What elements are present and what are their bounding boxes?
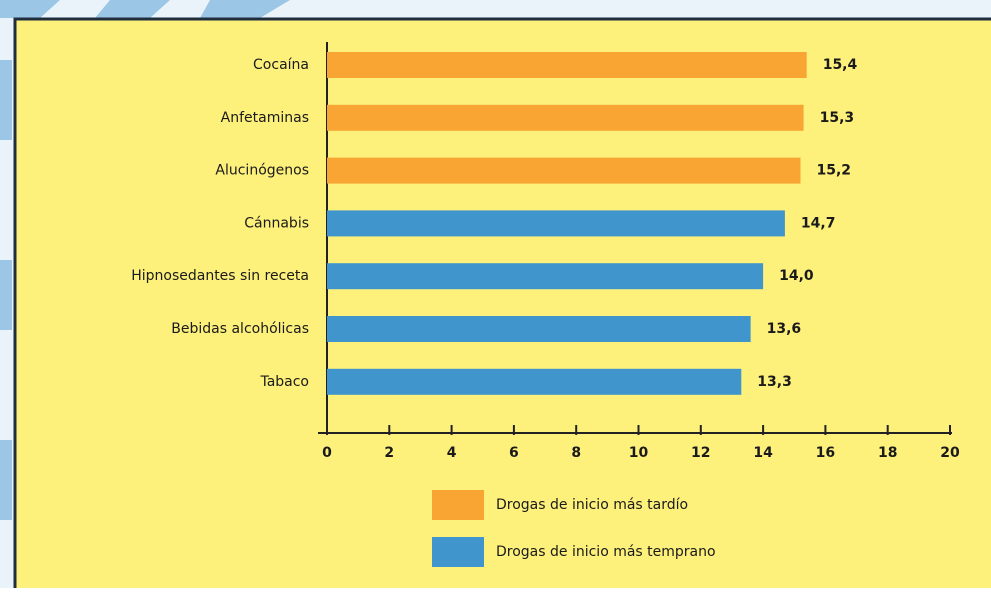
x-tick-label: 6 bbox=[509, 445, 519, 461]
value-label: 13,3 bbox=[757, 374, 792, 390]
bar bbox=[327, 157, 801, 184]
x-tick-label: 8 bbox=[571, 445, 581, 461]
bar bbox=[327, 210, 785, 237]
y-tick-label: Tabaco bbox=[259, 374, 309, 390]
y-tick-label: Alucinógenos bbox=[215, 163, 309, 179]
value-label: 15,4 bbox=[823, 57, 858, 73]
value-label: 14,0 bbox=[779, 268, 814, 284]
bar bbox=[327, 104, 804, 131]
value-label: 15,3 bbox=[820, 110, 855, 126]
y-tick-label: Hipnosedantes sin receta bbox=[131, 268, 309, 284]
bar bbox=[327, 368, 742, 395]
decoration bbox=[0, 0, 290, 18]
y-tick-label: Anfetaminas bbox=[221, 110, 309, 126]
x-tick-label: 18 bbox=[878, 445, 897, 461]
bar bbox=[327, 263, 764, 290]
legend-swatch bbox=[432, 537, 484, 567]
x-tick-label: 14 bbox=[753, 445, 773, 461]
y-tick-label: Bebidas alcohólicas bbox=[171, 321, 309, 337]
value-label: 14,7 bbox=[801, 215, 836, 231]
x-tick-label: 4 bbox=[447, 445, 457, 461]
value-label: 13,6 bbox=[767, 321, 802, 337]
legend-label: Drogas de inicio más temprano bbox=[496, 544, 716, 560]
x-tick-label: 16 bbox=[816, 445, 835, 461]
x-tick-label: 12 bbox=[691, 445, 710, 461]
decoration bbox=[0, 60, 12, 520]
legend-label: Drogas de inicio más tardío bbox=[496, 497, 688, 513]
value-label: 15,2 bbox=[816, 163, 851, 179]
x-tick-label: 0 bbox=[322, 445, 332, 461]
legend-swatch bbox=[432, 490, 484, 520]
bar bbox=[327, 316, 751, 342]
x-tick-label: 10 bbox=[629, 445, 649, 461]
bar bbox=[327, 52, 807, 78]
x-tick-label: 20 bbox=[940, 445, 960, 461]
y-tick-label: Cocaína bbox=[253, 57, 309, 73]
y-tick-label: Cánnabis bbox=[244, 215, 309, 231]
x-tick-label: 2 bbox=[384, 445, 394, 461]
